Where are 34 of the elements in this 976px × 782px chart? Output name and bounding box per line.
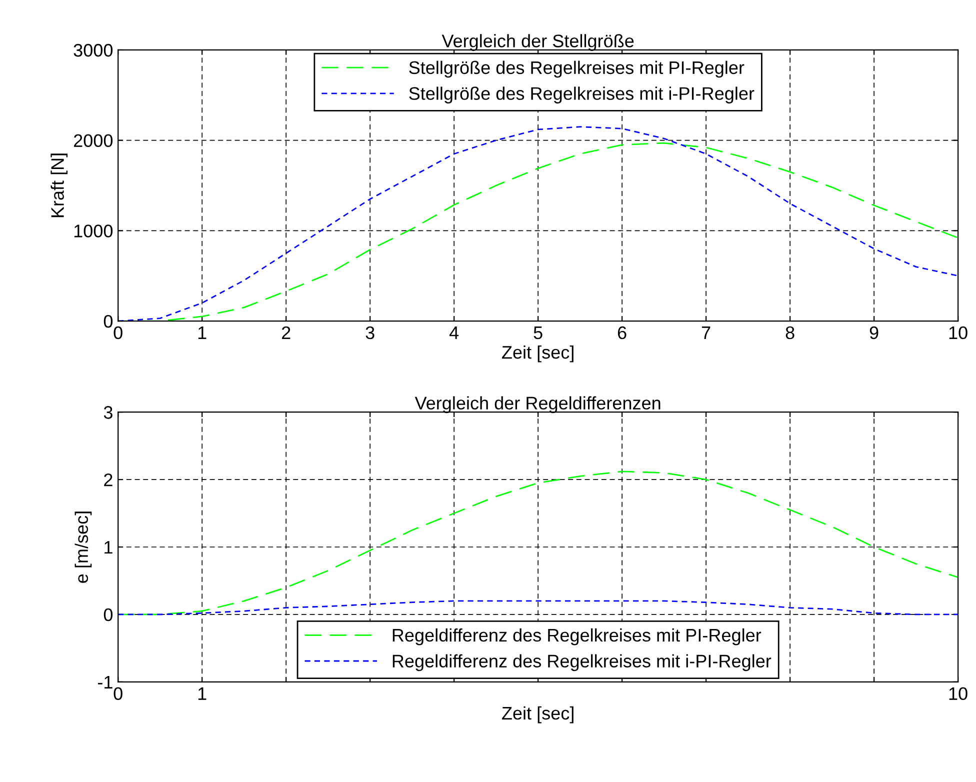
x-tick-label: 9 xyxy=(870,326,878,340)
x-axis-title: Zeit [sec] xyxy=(502,345,574,362)
x-tick-label: 1 xyxy=(198,687,206,700)
y-tick-label: 2 xyxy=(104,473,112,486)
chart-title: Vergleich der Regeldifferenzen xyxy=(414,396,660,414)
x-tick-label: 10 xyxy=(949,326,968,340)
y-tick-label: 2000 xyxy=(74,134,113,148)
x-tick-label: 8 xyxy=(786,326,794,340)
x-tick-label: 3 xyxy=(366,326,374,340)
y-tick-label: 3 xyxy=(104,406,112,419)
x-tick-label: 0 xyxy=(114,687,122,700)
x-tick-label: 6 xyxy=(618,326,626,340)
legend-label: Stellgröße des Regelkreises mit i-PI-Regler xyxy=(409,86,754,104)
y-axis-title: Kraft [N] xyxy=(50,154,68,218)
x-tick-label: 7 xyxy=(702,326,710,339)
line-series xyxy=(118,600,958,616)
x-tick-label: 1 xyxy=(198,326,206,339)
y-tick-label: 1 xyxy=(104,541,112,554)
x-tick-label: 0 xyxy=(114,326,122,340)
legend-label: Regeldifferenz des Regelkreises mit i-PI-Regler xyxy=(392,654,772,672)
x-tick-label: 5 xyxy=(534,326,542,340)
y-tick-label: -1 xyxy=(98,676,112,688)
legend-label: Stellgröße des Regelkreises mit PI-Regler xyxy=(409,60,744,78)
y-tick-label: 3000 xyxy=(74,44,113,57)
y-axis-title: e [m/sec] xyxy=(74,512,92,583)
y-tick-label: 0 xyxy=(104,314,113,328)
y-tick-label: 0 xyxy=(104,608,113,622)
x-tick-label: 2 xyxy=(282,326,290,339)
x-tick-label: 10 xyxy=(949,687,968,700)
x-axis-title: Zeit [sec] xyxy=(502,706,574,724)
x-tick-label: 4 xyxy=(449,326,459,339)
y-tick-label: 1000 xyxy=(74,224,113,238)
chart-title: Vergleich der Stellgröße xyxy=(442,34,634,51)
legend-label: Regeldifferenz des Regelkreises mit PI-Regler xyxy=(392,628,762,646)
